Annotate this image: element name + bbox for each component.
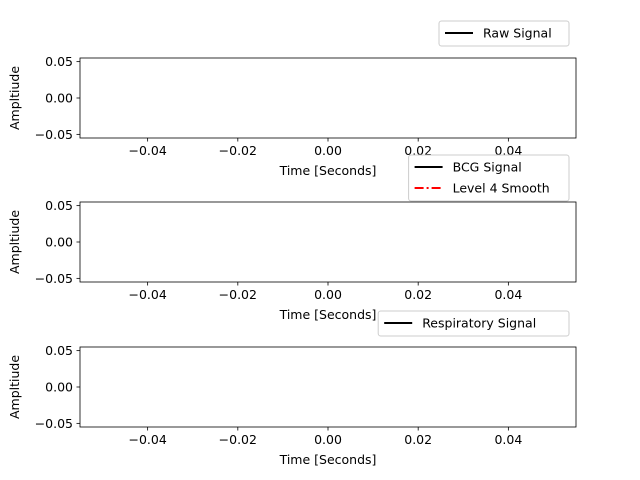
legend-frame xyxy=(408,154,570,202)
x-tick-label: 0.04 xyxy=(494,287,522,302)
x-axis-label: Time [Seconds] xyxy=(279,163,377,178)
x-axis-label: Time [Seconds] xyxy=(279,452,377,467)
legend: Respiratory Signal xyxy=(377,310,570,337)
x-axis-label: Time [Seconds] xyxy=(279,307,377,322)
legend: BCG Signal Level 4 Smooth xyxy=(408,154,570,202)
y-tick-label: −0.05 xyxy=(35,416,73,431)
plot-area xyxy=(79,201,577,283)
subplot-3: −0.04 −0.02 0.00 0.02 0.04 −0.05 0.00 0.05 Time … xyxy=(7,310,577,467)
y-axis-label: Ampltiude xyxy=(7,66,22,130)
legend-frame xyxy=(377,310,570,337)
x-tick-label: 0.02 xyxy=(404,287,432,302)
plot-area xyxy=(79,346,577,428)
y-axis-label: Ampltiude xyxy=(7,210,22,274)
x-tick-label: 0.00 xyxy=(314,287,342,302)
y-tick-label: 0.05 xyxy=(45,54,73,69)
plot-area xyxy=(79,57,577,139)
subplot-2: −0.04 −0.02 0.00 0.02 0.04 −0.05 0.00 0.05 Time … xyxy=(7,154,577,322)
legend-label: Level 4 Smooth xyxy=(453,181,550,196)
y-tick-label: 0.00 xyxy=(45,235,73,250)
x-tick-label: −0.04 xyxy=(128,287,166,302)
x-tick-label: 0.02 xyxy=(404,432,432,447)
x-tick-label: 0.00 xyxy=(314,143,342,158)
x-tick-label: −0.04 xyxy=(128,432,166,447)
x-tick-label: −0.04 xyxy=(128,143,166,158)
x-tick-label: −0.02 xyxy=(219,143,257,158)
x-tick-label: −0.02 xyxy=(219,287,257,302)
legend-frame xyxy=(438,20,570,47)
y-tick-label: 0.00 xyxy=(45,91,73,106)
y-tick-label: −0.05 xyxy=(35,271,73,286)
x-tick-label: 0.02 xyxy=(404,143,432,158)
x-tick-label: 0.00 xyxy=(314,432,342,447)
y-tick-label: 0.05 xyxy=(45,343,73,358)
legend-label: BCG Signal xyxy=(453,160,522,175)
legend-label: Respiratory Signal xyxy=(422,316,536,331)
y-axis-label: Ampltiude xyxy=(7,355,22,419)
y-tick-label: 0.00 xyxy=(45,380,73,395)
y-tick-label: 0.05 xyxy=(45,198,73,213)
x-tick-label: 0.04 xyxy=(494,432,522,447)
subplot-1: −0.04 −0.02 0.00 0.02 0.04 −0.05 0.00 0.05 Time … xyxy=(7,20,577,178)
x-tick-label: −0.02 xyxy=(219,432,257,447)
x-tick-label: 0.04 xyxy=(494,143,522,158)
legend-label: Raw Signal xyxy=(483,26,552,41)
y-tick-label: −0.05 xyxy=(35,127,73,142)
legend: Raw Signal xyxy=(438,20,570,47)
